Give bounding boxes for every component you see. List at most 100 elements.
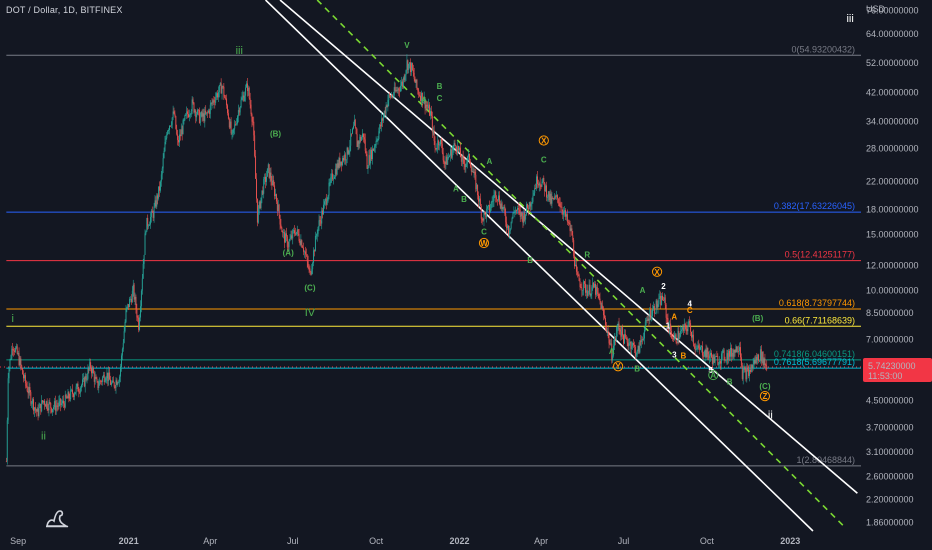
candle-body — [235, 124, 237, 126]
candle-body — [420, 95, 421, 102]
candle-body — [293, 230, 295, 232]
candle-body — [587, 291, 589, 297]
candle-body — [340, 161, 342, 166]
time-axis[interactable]: Sep 2021 Apr Jul Oct 2022 Apr Jul Oct 2023 — [10, 536, 800, 546]
candle-body — [179, 134, 181, 137]
candle-body — [416, 79, 418, 89]
fib-level-label: 0.7418(6.04600151) — [774, 349, 855, 359]
wave-label-circle — [651, 266, 663, 277]
candle-body — [70, 389, 72, 400]
wave-label-circle — [478, 237, 490, 249]
candle-body — [187, 111, 189, 115]
candle-body — [133, 284, 135, 300]
candle-body — [263, 179, 265, 194]
candle-body — [542, 177, 544, 182]
candle-body — [376, 140, 378, 142]
price-axis-tick: 8.50000000 — [866, 308, 914, 318]
candle-body — [57, 405, 59, 407]
candle-body — [83, 377, 85, 387]
candle-body — [673, 336, 675, 340]
candle-body — [82, 377, 84, 380]
candle-body — [720, 361, 721, 364]
candle-body — [373, 147, 375, 151]
candle-body — [527, 204, 528, 209]
candle-body — [462, 155, 464, 160]
candle-body — [166, 134, 168, 139]
candle-body — [307, 261, 309, 268]
wave-label: X — [541, 136, 547, 145]
fib-level-label: 0.618(8.73797744) — [779, 298, 855, 308]
candle-body — [319, 220, 321, 222]
candle-body — [285, 233, 286, 243]
candle-body — [343, 158, 344, 161]
candle-body — [28, 387, 30, 394]
candle-body — [738, 350, 740, 352]
candle-body — [339, 157, 341, 166]
candle-body — [745, 369, 747, 380]
candle-body — [555, 196, 557, 198]
candle-body — [414, 78, 416, 83]
candle-body — [695, 349, 697, 351]
price-axis-tick: 3.10000000 — [866, 447, 914, 457]
candle-body — [607, 330, 609, 333]
candle-body — [733, 349, 735, 357]
candle-body — [749, 369, 750, 376]
candle-body — [668, 325, 670, 333]
candle-body — [525, 214, 527, 220]
candle-body — [440, 139, 442, 145]
candle-body — [743, 368, 745, 371]
candle-body — [649, 309, 651, 321]
candle-body — [349, 145, 351, 151]
candle-body — [275, 194, 277, 202]
candle-body — [394, 87, 396, 92]
candle-body — [578, 275, 580, 281]
candle-body — [64, 394, 66, 408]
candle-body — [635, 354, 637, 357]
candle-body — [130, 298, 132, 303]
candle-body — [7, 378, 9, 421]
candle-body — [381, 118, 383, 127]
candle-body — [492, 200, 494, 202]
symbol-title[interactable]: DOT / Dollar, 1D, BITFINEX — [6, 5, 123, 15]
candle-body — [66, 397, 68, 399]
candle-body — [222, 86, 224, 88]
candle-body — [447, 158, 449, 165]
candle-body — [690, 323, 692, 332]
candle-body — [306, 255, 308, 262]
candle-body — [40, 403, 42, 412]
candle-body — [437, 140, 439, 149]
candle-body — [463, 159, 465, 164]
fib-level-label: 0(54.93200432) — [791, 44, 855, 54]
candle-body — [618, 323, 620, 330]
candle-body — [63, 403, 65, 408]
candle-body — [145, 231, 147, 234]
wave-label: W — [480, 239, 488, 248]
candle-body — [29, 387, 31, 393]
candle-body — [697, 345, 699, 349]
candle-body — [198, 109, 199, 111]
candle-body — [158, 186, 160, 199]
candle-body — [640, 340, 642, 342]
candle-body — [140, 306, 141, 318]
candle-body — [713, 355, 715, 363]
candle-body — [297, 229, 299, 235]
candle-body — [113, 382, 115, 387]
candle-body — [147, 217, 149, 226]
candle-body — [282, 232, 284, 233]
candle-body — [543, 177, 545, 183]
candle-body — [387, 100, 389, 107]
candle-body — [705, 349, 707, 358]
candle-body — [687, 326, 689, 332]
candle-body — [268, 164, 270, 178]
candle-body — [643, 338, 644, 340]
candle-body — [99, 380, 101, 386]
candle-body — [42, 400, 44, 403]
candle-body — [434, 140, 436, 148]
candle-body — [710, 352, 712, 356]
candle-body — [430, 111, 431, 116]
candle-body — [140, 290, 142, 307]
candle-body — [493, 195, 495, 201]
candle-body — [651, 315, 653, 319]
